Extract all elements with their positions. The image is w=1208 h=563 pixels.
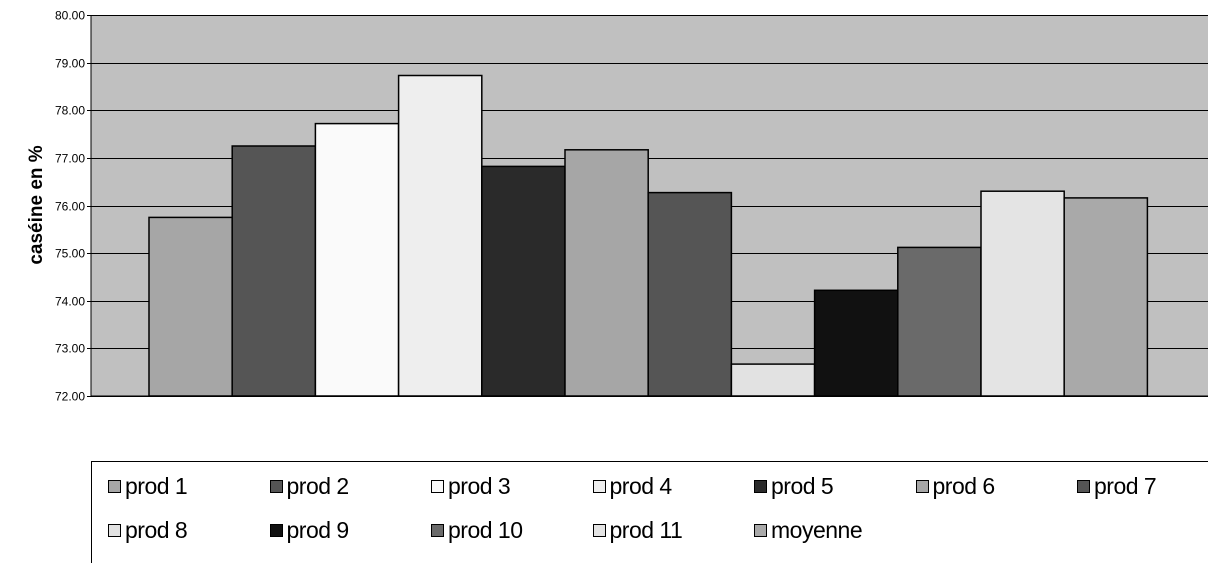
legend-swatch — [915, 479, 929, 493]
y-tick-label: 80.00 — [55, 9, 85, 23]
legend-label: prod 3 — [448, 472, 511, 499]
bar-prod-11 — [980, 190, 1065, 397]
legend-label: prod 2 — [286, 472, 350, 499]
y-tick-label: 79.00 — [55, 57, 85, 71]
bar-prod-2 — [231, 145, 317, 397]
legend-swatch — [592, 523, 606, 537]
bar-prod-1 — [148, 216, 233, 397]
legend-label: prod 10 — [448, 516, 523, 543]
bar-prod-9 — [813, 289, 899, 397]
y-tick-label: 78.00 — [55, 104, 85, 118]
bar-prod-7 — [647, 191, 733, 397]
y-tick-label: 76.00 — [55, 200, 85, 214]
bar-prod-6 — [564, 149, 649, 397]
legend-swatch — [754, 523, 767, 537]
bars — [148, 74, 1149, 397]
legend-swatch — [431, 479, 444, 493]
legend-swatch — [269, 523, 283, 537]
legend-item: prod 4 — [592, 471, 673, 501]
legend-swatch — [108, 523, 121, 537]
bar-prod-5 — [481, 165, 566, 397]
chart: 72.00 73.00 74.00 75.00 76.00 77.00 78.00 79.00… — [26, 9, 1208, 404]
legend-label: prod 4 — [609, 472, 673, 499]
y-axis-title: caséine en % — [26, 145, 47, 264]
legend-label: moyenne — [771, 516, 863, 543]
y-tick-label: 73.00 — [55, 342, 85, 356]
y-tick-label: 77.00 — [55, 152, 85, 166]
legend-swatch — [754, 479, 767, 493]
legend-item: prod 8 — [108, 515, 188, 545]
legend-label: prod 6 — [932, 472, 996, 499]
legend-item: prod 7 — [1077, 471, 1157, 501]
legend-label: prod 9 — [286, 516, 350, 543]
legend-item: prod 1 — [108, 471, 188, 501]
legend-label: prod 7 — [1094, 472, 1157, 499]
bar-prod-3 — [314, 122, 400, 397]
legend-label: prod 1 — [125, 472, 188, 499]
legend-label: prod 5 — [771, 472, 834, 499]
legend: prod 1 prod 2 prod 3 prod 4 prod 5 prod 6 prod… — [91, 461, 1208, 563]
y-tick-label: 72.00 — [55, 390, 85, 404]
legend-item: moyenne — [754, 515, 863, 545]
legend-item: prod 11 — [592, 515, 683, 545]
bar-prod-4 — [397, 74, 483, 397]
bar-prod-8 — [730, 363, 816, 397]
bar-prod-10 — [897, 246, 982, 397]
legend-swatch — [1077, 479, 1090, 493]
y-tick-label: 74.00 — [55, 295, 85, 309]
legend-item: prod 5 — [754, 471, 834, 501]
legend-label: prod 8 — [125, 516, 188, 543]
legend-item: prod 10 — [431, 515, 523, 545]
legend-swatch — [431, 523, 444, 537]
y-tick-label: 75.00 — [55, 247, 85, 261]
legend-swatch — [269, 479, 283, 493]
legend-item: prod 3 — [431, 471, 511, 501]
legend-swatch — [108, 479, 121, 493]
bar-moyenne — [1063, 197, 1149, 397]
legend-item: prod 9 — [269, 515, 350, 545]
legend-item: prod 6 — [915, 471, 996, 501]
y-axis-ticks: 72.00 73.00 74.00 75.00 76.00 77.00 78.00 79.00… — [55, 9, 91, 404]
legend-swatch — [592, 479, 606, 493]
legend-label: prod 11 — [609, 516, 683, 543]
legend-item: prod 2 — [269, 471, 350, 501]
